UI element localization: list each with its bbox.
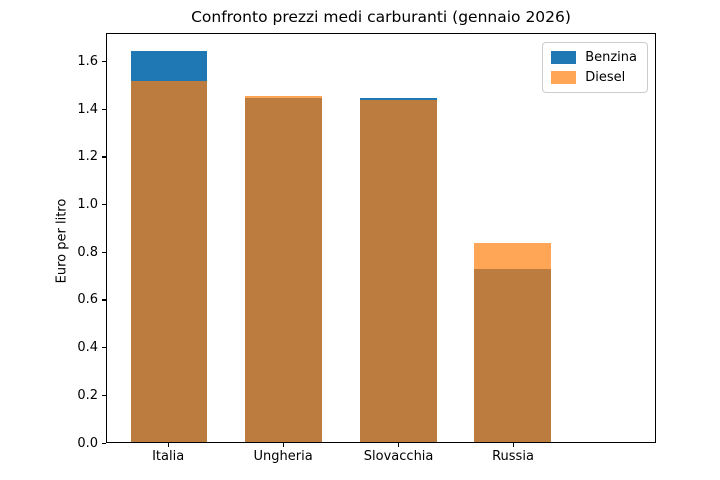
legend-entry-benzina: Benzina: [551, 49, 637, 66]
y-tick-label: 0.8: [77, 244, 98, 260]
legend-label-diesel: Diesel: [585, 70, 626, 85]
bar-diesel-russia: [474, 242, 551, 442]
y-tick-mark: [102, 204, 106, 206]
x-tick-label: Russia: [492, 449, 534, 464]
bar-diesel-slovacchia: [360, 100, 437, 442]
y-tick-label: 1.0: [77, 197, 98, 213]
legend-entry-diesel: Diesel: [551, 69, 637, 86]
y-tick-mark: [102, 442, 106, 444]
x-tick-label: Italia: [152, 449, 185, 464]
plot-area: Benzina Diesel: [106, 33, 656, 443]
x-tick-mark: [512, 443, 514, 447]
x-tick-label: Slovacchia: [363, 449, 434, 464]
benzina-swatch-icon: [551, 51, 577, 64]
x-tick-label: Ungheria: [253, 449, 313, 464]
y-tick-mark: [102, 61, 106, 63]
bar-diesel-ungheria: [245, 95, 322, 442]
y-tick-mark: [102, 156, 106, 158]
y-tick-mark: [102, 251, 106, 254]
bar-diesel-italia: [130, 81, 208, 442]
y-tick-label: 0.0: [77, 435, 98, 451]
legend: Benzina Diesel: [542, 42, 648, 93]
x-tick-mark: [167, 443, 169, 447]
y-tick-label: 1.2: [77, 149, 98, 165]
y-tick-mark: [102, 108, 106, 111]
x-tick-mark: [398, 443, 400, 447]
y-tick-mark: [102, 347, 106, 349]
y-tick-label: 0.4: [77, 340, 98, 356]
chart-title: Confronto prezzi medi carburanti (gennai…: [191, 8, 571, 26]
y-tick-label: 0.2: [77, 387, 98, 403]
y-tick-label: 0.6: [77, 292, 98, 308]
y-tick-label: 1.4: [77, 101, 98, 117]
y-tick-mark: [102, 299, 106, 301]
y-tick-mark: [102, 394, 106, 397]
x-tick-mark: [282, 443, 284, 447]
diesel-swatch-icon: [551, 71, 577, 84]
legend-label-benzina: Benzina: [585, 50, 637, 65]
y-tick-label: 1.6: [77, 54, 98, 70]
y-axis-label: Euro per litro: [54, 198, 70, 284]
